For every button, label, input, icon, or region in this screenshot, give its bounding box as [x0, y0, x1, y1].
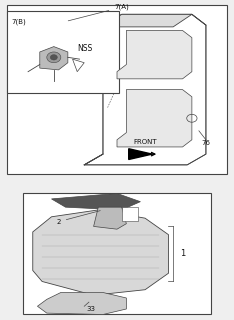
Polygon shape	[103, 14, 192, 27]
Text: 7(B): 7(B)	[12, 18, 26, 25]
Circle shape	[50, 55, 57, 60]
Text: 1: 1	[180, 250, 185, 259]
Bar	[23, 193, 211, 315]
Text: 7(A): 7(A)	[68, 4, 129, 21]
Polygon shape	[73, 59, 84, 72]
Text: 2: 2	[56, 211, 100, 225]
Polygon shape	[129, 149, 152, 159]
Text: FRONT: FRONT	[133, 139, 157, 145]
Polygon shape	[51, 193, 140, 210]
Circle shape	[47, 52, 61, 63]
Polygon shape	[117, 90, 192, 147]
Text: 33: 33	[87, 306, 95, 312]
Text: 76: 76	[201, 140, 210, 146]
Polygon shape	[117, 30, 192, 79]
Text: NSS: NSS	[77, 44, 92, 53]
Polygon shape	[40, 47, 68, 70]
Bar	[122, 207, 138, 221]
Polygon shape	[84, 14, 206, 165]
Bar	[7, 11, 119, 93]
Polygon shape	[37, 292, 126, 315]
Polygon shape	[94, 207, 126, 229]
Polygon shape	[33, 210, 168, 295]
